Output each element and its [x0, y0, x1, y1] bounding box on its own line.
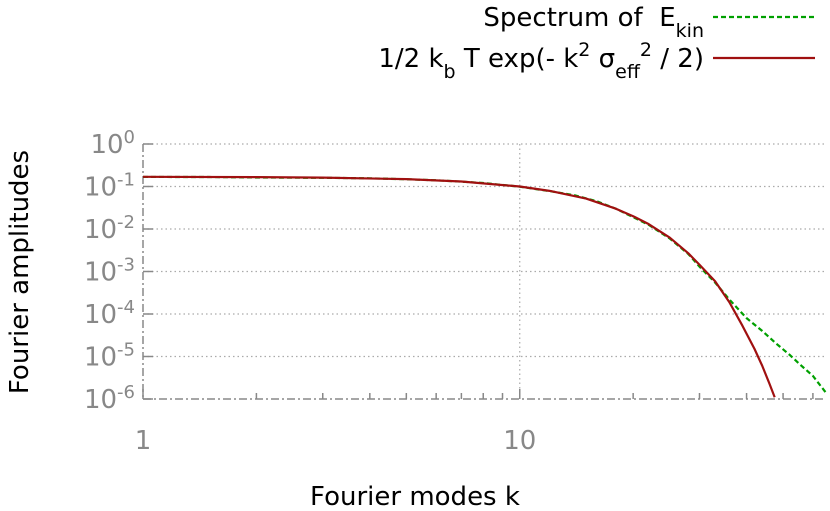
x-tick-label: 1	[135, 426, 152, 456]
y-tick-power: -2	[117, 212, 135, 233]
y-tick-power: 0	[124, 127, 135, 148]
y-tick-label: 10-3	[84, 254, 135, 288]
y-tick-base: 10	[84, 343, 117, 373]
legend-text: Spectrum of E	[483, 3, 675, 33]
legend-label: 1/2 kb T exp(- k2 σeff2 / 2)	[378, 39, 704, 83]
y-tick-label: 10-5	[84, 339, 135, 373]
y-tick-base: 10	[84, 215, 117, 245]
legend-text: T exp(- k	[456, 44, 579, 74]
legend-sup: 2	[578, 39, 590, 61]
data-line	[142, 175, 827, 394]
y-tick-power: -3	[117, 254, 135, 275]
x-axis-label: Fourier modes k	[310, 482, 520, 511]
y-tick-label: 10-2	[84, 212, 135, 246]
y-tick-label: 100	[90, 127, 135, 161]
y-tick-base: 10	[84, 258, 117, 288]
data-line	[142, 175, 776, 398]
y-tick-power: -6	[117, 382, 135, 403]
legend-sup: 2	[640, 39, 652, 61]
y-tick-label: 10-6	[84, 382, 135, 416]
legend-label: Spectrum of Ekin	[483, 3, 704, 42]
legend-text: σ	[590, 44, 615, 74]
y-tick-base: 10	[90, 130, 123, 160]
y-tick-base: 10	[84, 300, 117, 330]
y-axis-label: Fourier amplitudes	[5, 150, 35, 394]
y-tick-label: 10-1	[84, 169, 135, 203]
legend-sub: b	[444, 61, 456, 83]
legend-sub: eff	[615, 61, 641, 83]
y-tick-label: 10-4	[84, 297, 135, 331]
legend-text: / 2)	[652, 44, 704, 74]
legend-sub: kin	[676, 20, 704, 42]
y-tick-power: -5	[117, 339, 135, 360]
y-tick-base: 10	[84, 173, 117, 203]
legend-text: 1/2 k	[378, 44, 443, 74]
y-tick-power: -4	[117, 297, 135, 318]
y-tick-power: -1	[117, 169, 135, 190]
x-tick-label: 10	[503, 426, 536, 456]
y-tick-base: 10	[84, 385, 117, 415]
